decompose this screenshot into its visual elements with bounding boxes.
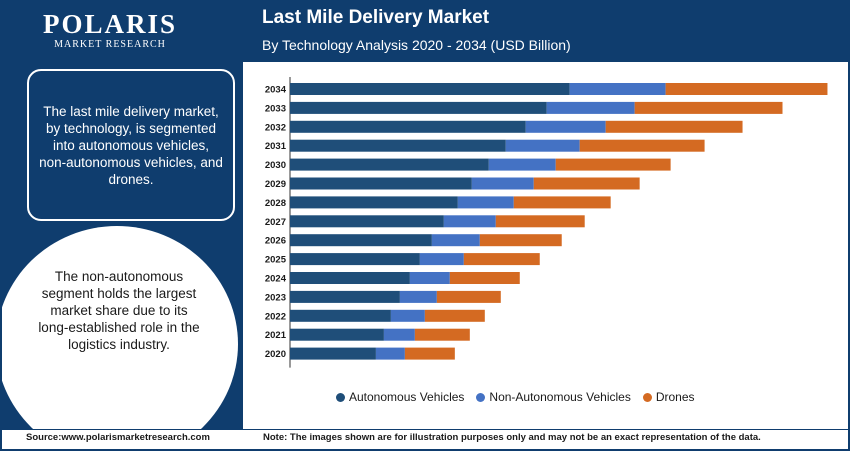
bar-2024-series-0 (290, 272, 410, 284)
bar-chart: 2034 2033 2032 2031 2030 2029 2028 2027 2026 2025… (265, 77, 828, 368)
note-text: Note: The images shown are for illustrat… (263, 432, 761, 443)
tick-label-2028: 2028 (265, 198, 286, 209)
bar-2020-series-2 (404, 347, 455, 360)
legend-label-2: Drones (655, 390, 695, 404)
bar-2025-series-0 (290, 253, 420, 266)
header-bar (243, 2, 848, 62)
legend-marker-0 (336, 392, 345, 402)
bar-2022-series-0 (290, 309, 391, 322)
bar-2029-series-1 (471, 177, 534, 190)
chart-legend: Autonomous Vehicles Non-Autonomous Vehicl… (336, 390, 695, 404)
legend-item-0: Autonomous Vehicles (336, 390, 464, 404)
chart-title: Last Mile Delivery Market (262, 7, 490, 28)
bar-2031-series-2 (579, 139, 705, 152)
bar-2023-series-0 (290, 290, 400, 303)
bar-2023-series-2 (436, 290, 501, 303)
legend-marker-2 (642, 392, 652, 402)
bar-2027-series-0 (290, 215, 444, 228)
bar-2027-series-2 (495, 215, 585, 228)
bar-2031-series-1 (505, 139, 580, 152)
brand-logo: POLARIS MARKET RESEARCH (20, 10, 200, 51)
bar-2033-series-0 (290, 101, 547, 114)
bar-2028-series-0 (290, 196, 458, 209)
bar-2021-series-0 (290, 328, 384, 341)
bar-2025-series-1 (419, 253, 464, 266)
bar-2026-series-2 (479, 234, 562, 247)
tick-label-2023: 2023 (265, 292, 286, 303)
tick-label-2027: 2027 (265, 217, 286, 228)
bar-2024-series-1 (409, 272, 450, 284)
footer-bar (2, 429, 848, 449)
tick-label-2031: 2031 (265, 141, 287, 152)
bar-2028-series-1 (457, 196, 514, 209)
bar-2033-series-2 (634, 101, 783, 114)
sidebar: POLARIS MARKET RESEARCH The last mile de… (2, 2, 243, 429)
bar-2022-series-2 (424, 309, 485, 322)
bar-2021-series-2 (414, 328, 470, 341)
highlight-circle (2, 226, 238, 429)
bar-2030-series-1 (488, 158, 556, 171)
bar-2030-series-0 (290, 158, 489, 171)
bar-2022-series-1 (390, 309, 425, 322)
tick-label-2033: 2033 (265, 103, 286, 114)
tick-label-2034: 2034 (265, 85, 287, 96)
tick-label-2030: 2030 (265, 160, 286, 171)
bar-2029-series-2 (533, 177, 640, 190)
legend-item-2: Drones (642, 390, 695, 404)
bar-2026-series-1 (431, 234, 480, 247)
bar-2029-series-0 (290, 177, 472, 190)
bar-2034-series-2 (665, 83, 828, 95)
bar-2024-series-2 (449, 272, 520, 284)
bar-2027-series-1 (443, 215, 496, 228)
tick-label-2022: 2022 (265, 311, 286, 322)
bar-2028-series-2 (513, 196, 611, 209)
brand-name: POLARIS (42, 9, 178, 39)
tick-label-2025: 2025 (265, 255, 287, 266)
bar-2020-series-1 (375, 347, 405, 360)
bar-2034-series-1 (569, 83, 666, 95)
info-box: The last mile delivery market, by techno… (27, 69, 235, 221)
tick-label-2029: 2029 (265, 179, 286, 190)
bar-2020-series-0 (290, 347, 376, 360)
bar-2031-series-0 (290, 139, 506, 152)
chart-subtitle: By Technology Analysis 2020 - 2034 (USD … (262, 37, 571, 53)
legend-label-0: Autonomous Vehicles (349, 390, 465, 404)
bar-2032-series-0 (290, 120, 526, 133)
legend-marker-1 (476, 392, 486, 402)
bar-2026-series-0 (290, 234, 432, 247)
bar-2023-series-1 (399, 290, 437, 303)
bar-2032-series-2 (605, 120, 743, 133)
legend-item-1: Non-Autonomous Vehicles (476, 390, 631, 404)
source-text: Source:www.polarismarketresearch.com (26, 432, 210, 443)
tick-label-2020: 2020 (265, 349, 286, 360)
bar-2032-series-1 (525, 120, 606, 133)
tick-label-2032: 2032 (265, 122, 286, 133)
bar-2033-series-1 (546, 101, 635, 114)
bar-2034-series-0 (290, 83, 570, 95)
tick-label-2024: 2024 (265, 274, 287, 285)
legend-label-1: Non-Autonomous Vehicles (489, 390, 631, 404)
bar-2021-series-1 (383, 328, 415, 341)
tick-label-2021: 2021 (265, 330, 287, 341)
highlight-text: The non-autonomous segment holds the lar… (38, 269, 200, 352)
bar-2025-series-2 (463, 253, 540, 266)
info-text: The last mile delivery market, by techno… (39, 103, 223, 187)
bar-2030-series-2 (555, 158, 671, 171)
tick-label-2026: 2026 (265, 236, 286, 247)
brand-subtitle: MARKET RESEARCH (54, 39, 166, 50)
